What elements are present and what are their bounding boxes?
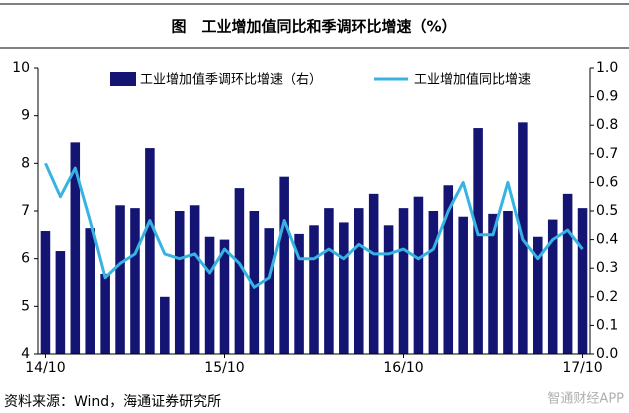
y2-tick-label: 1.0 (596, 60, 618, 76)
y2-tick-label: 0.7 (596, 146, 618, 162)
bar (383, 225, 394, 354)
x-tick-label: 15/10 (204, 360, 244, 376)
y2-tick-label: 0.9 (596, 89, 618, 105)
bar (294, 233, 304, 354)
bar (547, 219, 558, 354)
y2-tick-label: 0.3 (596, 260, 618, 276)
bar (398, 208, 409, 354)
bar (309, 225, 319, 354)
legend-swatch (110, 72, 136, 86)
bar (130, 208, 140, 354)
x-tick-label: 16/10 (383, 360, 423, 376)
y-tick-label: 9 (21, 108, 30, 124)
y2-tick-label: 0.2 (596, 289, 618, 305)
legend-label: 工业增加值同比增速 (414, 72, 531, 88)
y-tick-label: 10 (12, 60, 30, 76)
bar (339, 222, 349, 354)
bar (264, 228, 275, 354)
bar (40, 231, 51, 354)
y2-tick-label: 0.6 (596, 174, 618, 190)
y-tick-label: 7 (21, 203, 30, 219)
bar (353, 208, 364, 354)
bar (219, 239, 230, 354)
line (44, 162, 584, 289)
bar (443, 185, 454, 354)
x-tick-label: 14/10 (25, 360, 65, 376)
bar (458, 216, 468, 354)
x-tick-label: 17/10 (562, 360, 602, 376)
bar (324, 208, 334, 354)
y2-tick-label: 0.8 (596, 117, 618, 133)
bar (368, 193, 379, 354)
bar (204, 236, 215, 354)
bar (234, 188, 245, 354)
bar (577, 208, 588, 354)
bar (85, 228, 95, 354)
bar (70, 142, 81, 354)
source: 资料来源：Wind，海通证券研究所 (4, 394, 221, 410)
bar (279, 176, 289, 354)
bar (473, 128, 483, 354)
bar (145, 148, 155, 354)
y-tick-label: 6 (21, 251, 30, 267)
bar (160, 296, 170, 354)
y2-tick-label: 0.1 (596, 317, 618, 333)
bar (488, 213, 498, 354)
bar (428, 211, 439, 354)
bar (174, 211, 185, 354)
y-tick-label: 4 (21, 346, 30, 362)
bar (562, 193, 573, 354)
bar (503, 211, 513, 354)
bar (100, 273, 110, 354)
watermark: 智通财经APP (547, 392, 624, 407)
bar (55, 251, 66, 354)
y2-tick-label: 0.4 (596, 232, 618, 248)
chart-title: 图 工业增加值同比和季调环比增速（%） (171, 18, 456, 36)
bar (115, 205, 125, 354)
y2-tick-label: 0.0 (596, 346, 618, 362)
y-tick-label: 5 (21, 298, 30, 314)
legend-label: 工业增加值季调环比增速（右） (140, 72, 322, 88)
bar (189, 205, 200, 354)
bar (413, 196, 424, 354)
y2-tick-label: 0.5 (596, 203, 618, 219)
bar (249, 211, 260, 354)
y-tick-label: 8 (21, 155, 30, 171)
bar (533, 236, 543, 354)
